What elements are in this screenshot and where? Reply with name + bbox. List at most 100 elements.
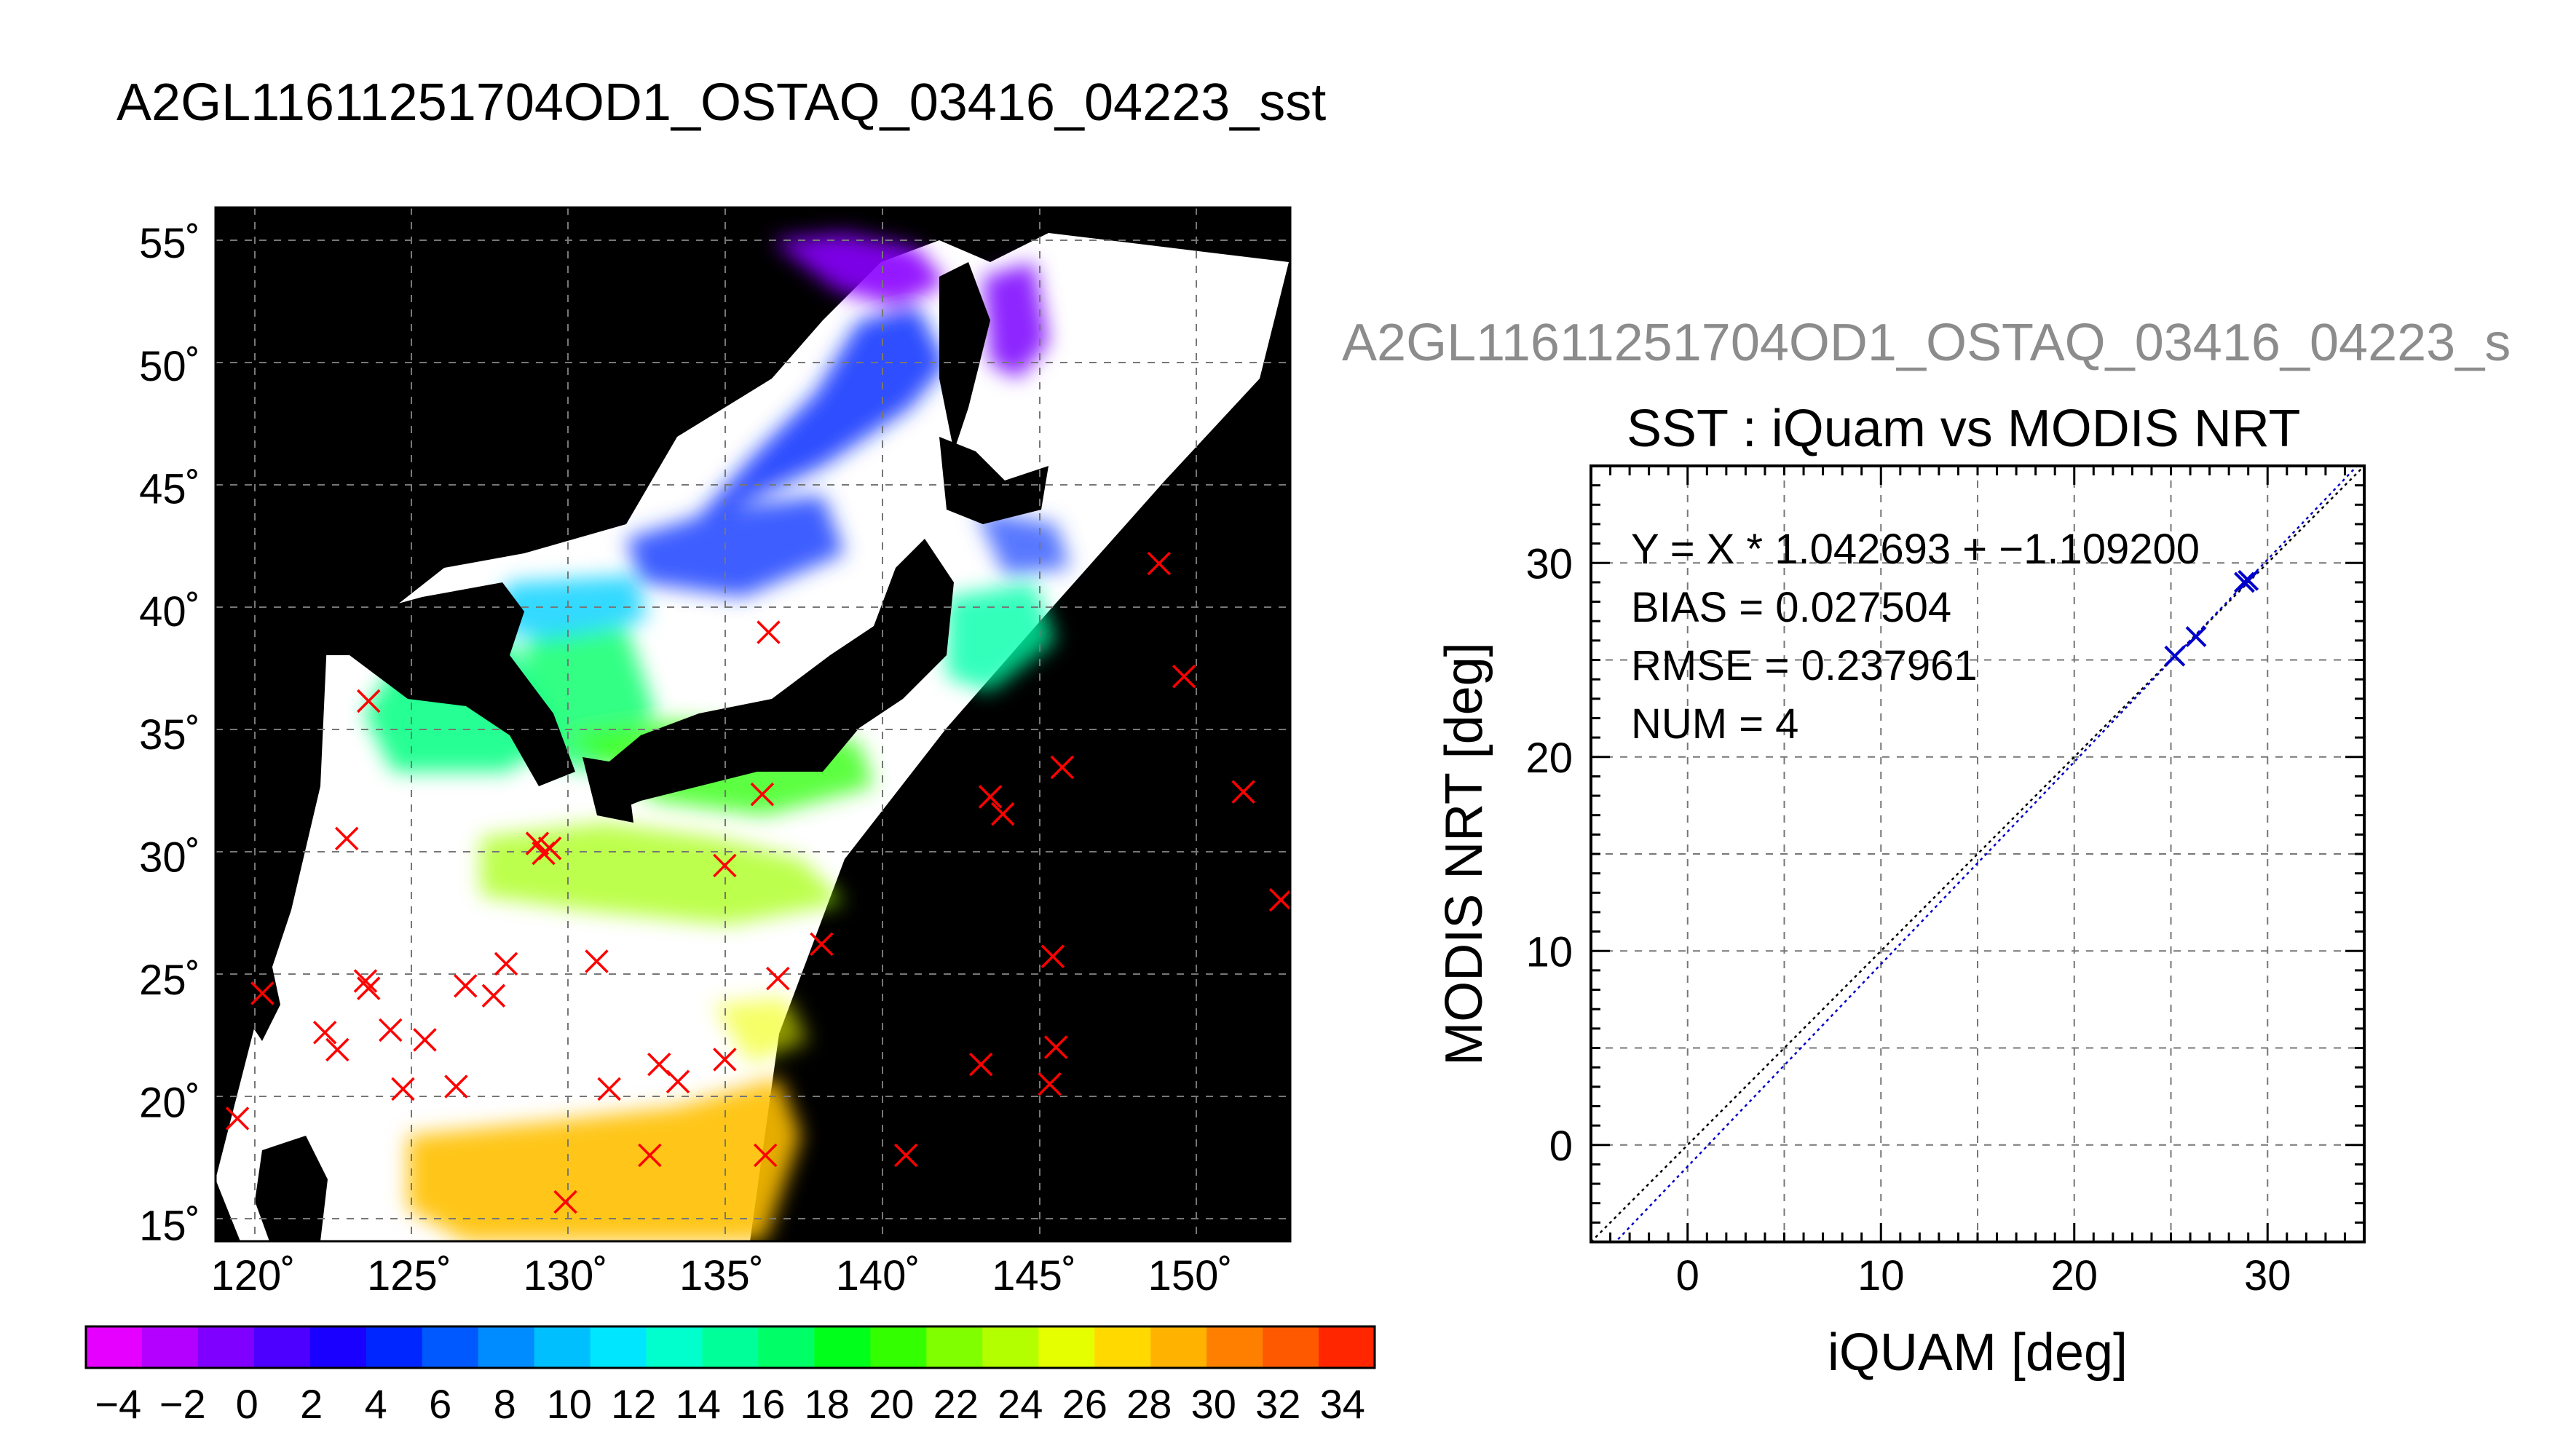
matchup-marker [666,1069,690,1093]
marker-stroke [757,620,781,644]
matchup-marker [750,782,775,807]
colorbar-tick-label: 22 [933,1381,979,1427]
colorbar-cell [1319,1326,1375,1368]
scatter-title: SST : iQuam vs MODIS NRT [1627,400,2301,458]
lat-tick-label: 25˚ [139,957,200,1004]
colorbar-cell [478,1326,535,1368]
colorbar-tick-label: 24 [998,1381,1043,1427]
colorbar-tick-label: 18 [805,1381,850,1427]
matchup-marker [597,1077,621,1101]
marker-stroke [753,1143,778,1168]
colorbar-cell [1263,1326,1320,1368]
matchup-marker [494,951,518,976]
colorbar-tick-label: 20 [869,1381,914,1427]
matchup-marker [1043,1035,1068,1059]
matchup-marker [585,949,609,973]
scatter-points [2164,569,2259,667]
colorbar-cell [86,1326,143,1368]
colorbar-tick-label: −4 [95,1381,141,1427]
scatter-grid [1591,466,2364,1242]
matchup-marker [638,1143,662,1168]
map-frame [214,206,1292,1243]
marker-stroke [1231,780,1255,804]
colorbar-tick-label: 34 [1320,1381,1365,1427]
colorbar-tick-label: 30 [1191,1381,1236,1427]
marker-stroke [391,1077,415,1101]
land-philippines [255,1136,328,1241]
matchup-marker [1231,780,1255,804]
marker-stroke [525,831,550,855]
regression-line [1614,466,2358,1242]
x-tick-label: 30 [2244,1252,2291,1299]
matchup-marker [991,802,1015,826]
matchup-marker [968,1052,993,1077]
colorbar-tick-label: 2 [300,1381,323,1427]
marker-stroke [766,966,790,991]
regression-stat: RMSE = 0.237961 [1631,642,1978,689]
colorbar-cell [590,1326,647,1368]
matchup-marker [357,976,381,1000]
matchup-marker [537,836,562,860]
colorbar-frame [84,1325,1376,1369]
main-title: A2GL11611251704OD1_OSTAQ_03416_04223_sst [117,74,1327,132]
matchup-marker [810,932,834,957]
lat-tick-label: 45˚ [139,466,200,513]
lat-tick-label: 35˚ [139,711,200,759]
x-tick-label: 20 [2050,1252,2098,1299]
marker-stroke [2185,626,2207,647]
land-sakhalin [939,262,990,451]
land-taiwan [248,954,280,1041]
colorbar: −4 −2 0 2 4 6 8 10 12 14 16 18 20 22 24 26 28 30 32 34 [84,1325,1376,1427]
colorbar-tick-label: 14 [676,1381,721,1427]
lon-tick-label: 135˚ [679,1252,764,1299]
sst-band-violet [772,233,947,306]
x-tick-label: 0 [1676,1252,1699,1299]
colorbar-tick-label: −2 [159,1381,206,1427]
colorbar-tick-label: 12 [611,1381,656,1427]
colorbar-cell [309,1326,367,1368]
matchup-marker [978,785,1003,809]
marker-stroke [713,1048,737,1072]
colorbar-cell [534,1326,591,1368]
sst-band-yellow [714,997,808,1063]
colorbar-tick-label: 26 [1062,1381,1107,1427]
marker-stroke [357,689,381,713]
marker-stroke [494,951,518,976]
matchup-marker [481,984,506,1008]
colorbar-cell [1207,1326,1264,1368]
matchup-marker [1038,1072,1062,1096]
marker-stroke [968,1052,993,1077]
lat-tick-label: 20˚ [139,1080,200,1127]
lat-tick-label: 50˚ [139,343,200,390]
colorbar-tick-label: 10 [547,1381,592,1427]
matchup-marker [391,1077,415,1101]
sst-band-purple-east [983,262,1049,379]
colorbar-cell [870,1326,928,1368]
marker-stroke [413,1028,437,1052]
matchup-marker [753,1143,778,1168]
matchup-marker [413,1028,437,1052]
lon-tick-label: 145˚ [992,1252,1076,1299]
colorbar-cell [422,1326,479,1368]
marker-stroke [810,932,834,957]
scatter-file-title: A2GL11611251704OD1_OSTAQ_03416_04223_s [1342,314,2511,372]
matchup-marker [1147,551,1172,576]
sst-band-cyan [481,575,648,641]
colorbar-tick-label: 0 [236,1381,258,1427]
marker-stroke [1172,664,1196,689]
lon-tick-label: 140˚ [836,1252,920,1299]
marker-stroke [1043,1035,1068,1059]
colorbar-tick-label: 4 [365,1381,387,1427]
sst-band-orange [408,1077,801,1241]
regression-stat: Y = X * 1.042693 + −1.109200 [1631,526,2200,573]
marker-stroke [250,981,275,1005]
matchup-marker [334,826,359,851]
lat-tick-labels: 15˚ 20˚ 25˚ 30˚ 35˚ 40˚ 45˚ 50˚ 55˚ [139,220,200,1249]
land-japan-honshu [597,539,954,815]
lon-tick-label: 150˚ [1148,1252,1233,1299]
marker-stroke [991,802,1015,826]
colorbar-cell [982,1326,1040,1368]
matchup-marker [713,1048,737,1072]
colorbar-cell [1094,1326,1152,1368]
